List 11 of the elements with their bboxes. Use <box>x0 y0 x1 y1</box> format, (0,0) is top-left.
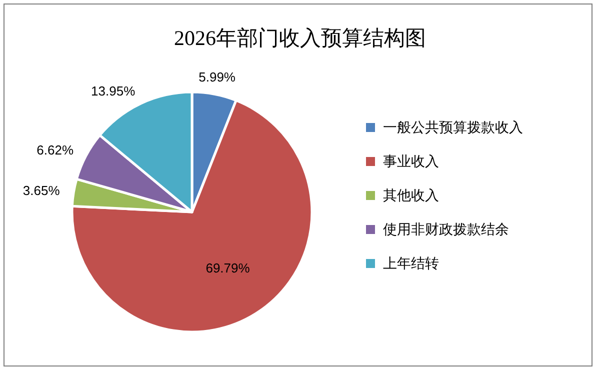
data-label: 6.62% <box>36 142 74 158</box>
chart-title: 2026年部门收入预算结构图 <box>174 26 426 50</box>
data-label: 3.65% <box>22 183 60 198</box>
legend-label: 使用非财政拨款结余 <box>383 221 509 237</box>
legend-label: 其他收入 <box>383 187 439 203</box>
data-label: 5.99% <box>198 69 236 84</box>
data-label: 13.95% <box>91 84 136 99</box>
data-label: 69.79% <box>206 260 250 276</box>
legend-label: 上年结转 <box>383 255 439 271</box>
legend-label: 一般公共预算拨款收入 <box>383 119 523 135</box>
legend-label: 事业收入 <box>383 153 439 169</box>
